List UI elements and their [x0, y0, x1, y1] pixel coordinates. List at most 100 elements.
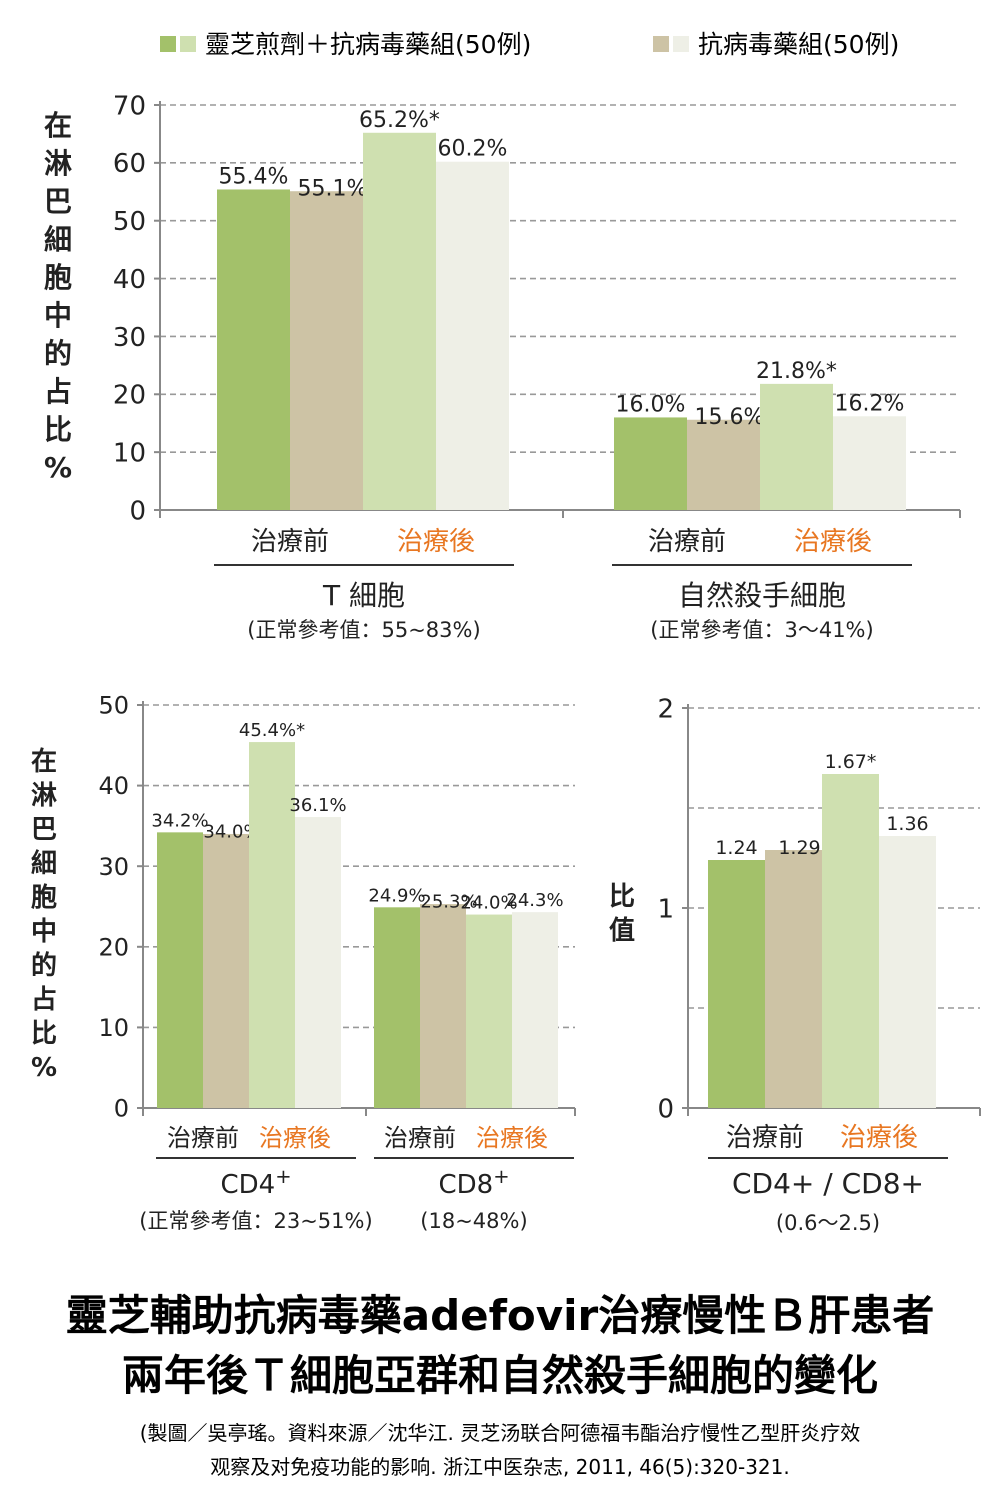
y-axis-label-char: 在 [31, 747, 57, 777]
y-axis-label-char: 比 [609, 882, 635, 912]
y-axis-label-char: 巴 [31, 815, 57, 845]
period-label-after: 治療後 [397, 527, 475, 557]
period-label-after: 治療後 [259, 1124, 331, 1152]
y-axis-label-char: 在 [44, 109, 72, 142]
data-label: 25.3% [420, 892, 477, 913]
y-axis-label-char: 胞 [43, 261, 72, 294]
y-axis-label-char: 淋 [44, 147, 72, 180]
data-label: 36.1% [289, 795, 346, 816]
y-tick-label: 10 [113, 439, 146, 469]
y-axis-label-char: % [44, 451, 72, 484]
title-line-1: 靈芝輔助抗病毒藥adefovir治療慢性Ｂ肝患者 [66, 1291, 935, 1340]
bar [765, 850, 822, 1108]
category-label: T 細胞 [322, 579, 405, 612]
data-label: 60.2% [438, 137, 508, 162]
bar [833, 416, 906, 510]
bar [879, 836, 936, 1108]
legend-label-lingzhi: 靈芝煎劑＋抗病毒藥組(50例) [205, 30, 531, 59]
y-axis-label-char: 值 [609, 916, 635, 946]
category-label-sup: + [275, 1165, 291, 1188]
title-line-2: 兩年後Ｔ細胞亞群和自然殺手細胞的變化 [122, 1351, 878, 1400]
y-tick-label: 1 [657, 894, 674, 924]
y-axis-label-char: 胞 [31, 882, 57, 913]
y-axis-label-char: 細 [44, 223, 72, 256]
y-tick-label: 40 [98, 772, 129, 800]
reference-range-label: (正常參考值：55~83%) [247, 618, 480, 642]
y-axis-label-char: 細 [31, 849, 57, 879]
bar [822, 774, 879, 1108]
y-tick-label: 10 [98, 1014, 129, 1042]
legend-label-antiviral: 抗病毒藥組(50例) [698, 30, 899, 59]
period-label-before: 治療前 [167, 1124, 239, 1152]
bar [249, 742, 295, 1108]
y-axis-label-char: 淋 [31, 781, 57, 811]
bar [217, 189, 290, 510]
category-label: 自然殺手細胞 [678, 579, 846, 612]
category-label: CD4+ / CD8+ [732, 1167, 924, 1200]
y-tick-label: 0 [129, 496, 146, 526]
y-tick-label: 0 [657, 1094, 674, 1124]
y-tick-label: 40 [113, 265, 146, 295]
data-label: 1.29 [778, 837, 820, 859]
data-label: 21.8%* [756, 359, 837, 384]
bar [760, 383, 833, 510]
y-axis-label-char: 比 [44, 413, 72, 446]
bar [203, 833, 249, 1108]
bar [614, 417, 687, 510]
legend-swatch-antiviral-after [673, 36, 689, 52]
y-tick-label: 50 [113, 207, 146, 237]
y-tick-label: 60 [113, 149, 146, 179]
y-tick-label: 50 [98, 692, 129, 720]
category-label: CD4+ [220, 1165, 291, 1200]
data-label: 55.4% [219, 164, 289, 189]
y-tick-label: 2 [657, 694, 674, 724]
y-tick-label: 70 [113, 91, 146, 121]
y-axis-label-char: 中 [31, 917, 57, 947]
category-label-sup: + [493, 1165, 509, 1188]
legend-swatch-antiviral-before [653, 36, 669, 52]
y-axis-label-char: 巴 [44, 185, 72, 218]
bar [420, 904, 466, 1108]
data-label: 34.2% [151, 810, 208, 831]
source-line-2: 观察及对免疫功能的影响. 浙江中医杂志, 2011, 46(5):320-321… [210, 1455, 789, 1479]
legend-swatch-lingzhi-after [180, 36, 196, 52]
y-axis-label-char: 的 [44, 337, 72, 370]
bar [290, 191, 363, 510]
y-tick-label: 20 [98, 933, 129, 961]
reference-range-label: (正常參考值：23~51%) [139, 1209, 372, 1233]
bar [157, 832, 203, 1108]
y-axis-label-char: 占 [31, 985, 57, 1015]
period-label-before: 治療前 [384, 1124, 456, 1152]
data-label: 55.1% [298, 177, 368, 202]
legend: 靈芝煎劑＋抗病毒藥組(50例) 抗病毒藥組(50例) [160, 30, 899, 59]
period-label-before: 治療前 [726, 1123, 804, 1153]
reference-range-label: (正常參考值：3～41%) [650, 618, 873, 642]
period-label-before: 治療前 [648, 527, 726, 557]
data-label: 65.2%* [359, 108, 440, 133]
data-label: 45.4%* [239, 720, 305, 741]
y-tick-label: 0 [114, 1095, 129, 1123]
category-label: CD8+ [438, 1165, 509, 1200]
bar [466, 914, 512, 1108]
data-label: 34.0% [203, 822, 260, 843]
data-label: 24.3% [506, 890, 563, 911]
chart-bottom-right: 0 1 2 比值 1.24 1.29 1.67* 1.36 治療前 治療後 CD4+ / CD8+ (… [609, 694, 981, 1235]
bar [295, 817, 341, 1108]
period-label-after: 治療後 [794, 527, 872, 557]
data-label: 24.9% [368, 885, 425, 906]
data-label: 1.67* [825, 751, 877, 773]
source-line-1: (製圖／吳亭瑤。資料來源／沈华江. 灵芝汤联合阿德福韦酯治疗慢性乙型肝炎疗效 [140, 1421, 861, 1445]
y-axis-label-char: % [31, 1053, 57, 1083]
bar [363, 132, 436, 510]
data-label: 1.24 [715, 837, 757, 859]
period-label-after: 治療後 [840, 1123, 918, 1153]
y-axis-label-char: 比 [31, 1019, 57, 1049]
period-label-before: 治療前 [251, 527, 329, 557]
y-axis-label-char: 中 [44, 299, 72, 332]
data-label: 16.0% [616, 392, 686, 417]
data-label: 15.6% [695, 405, 765, 430]
bar [374, 907, 420, 1108]
